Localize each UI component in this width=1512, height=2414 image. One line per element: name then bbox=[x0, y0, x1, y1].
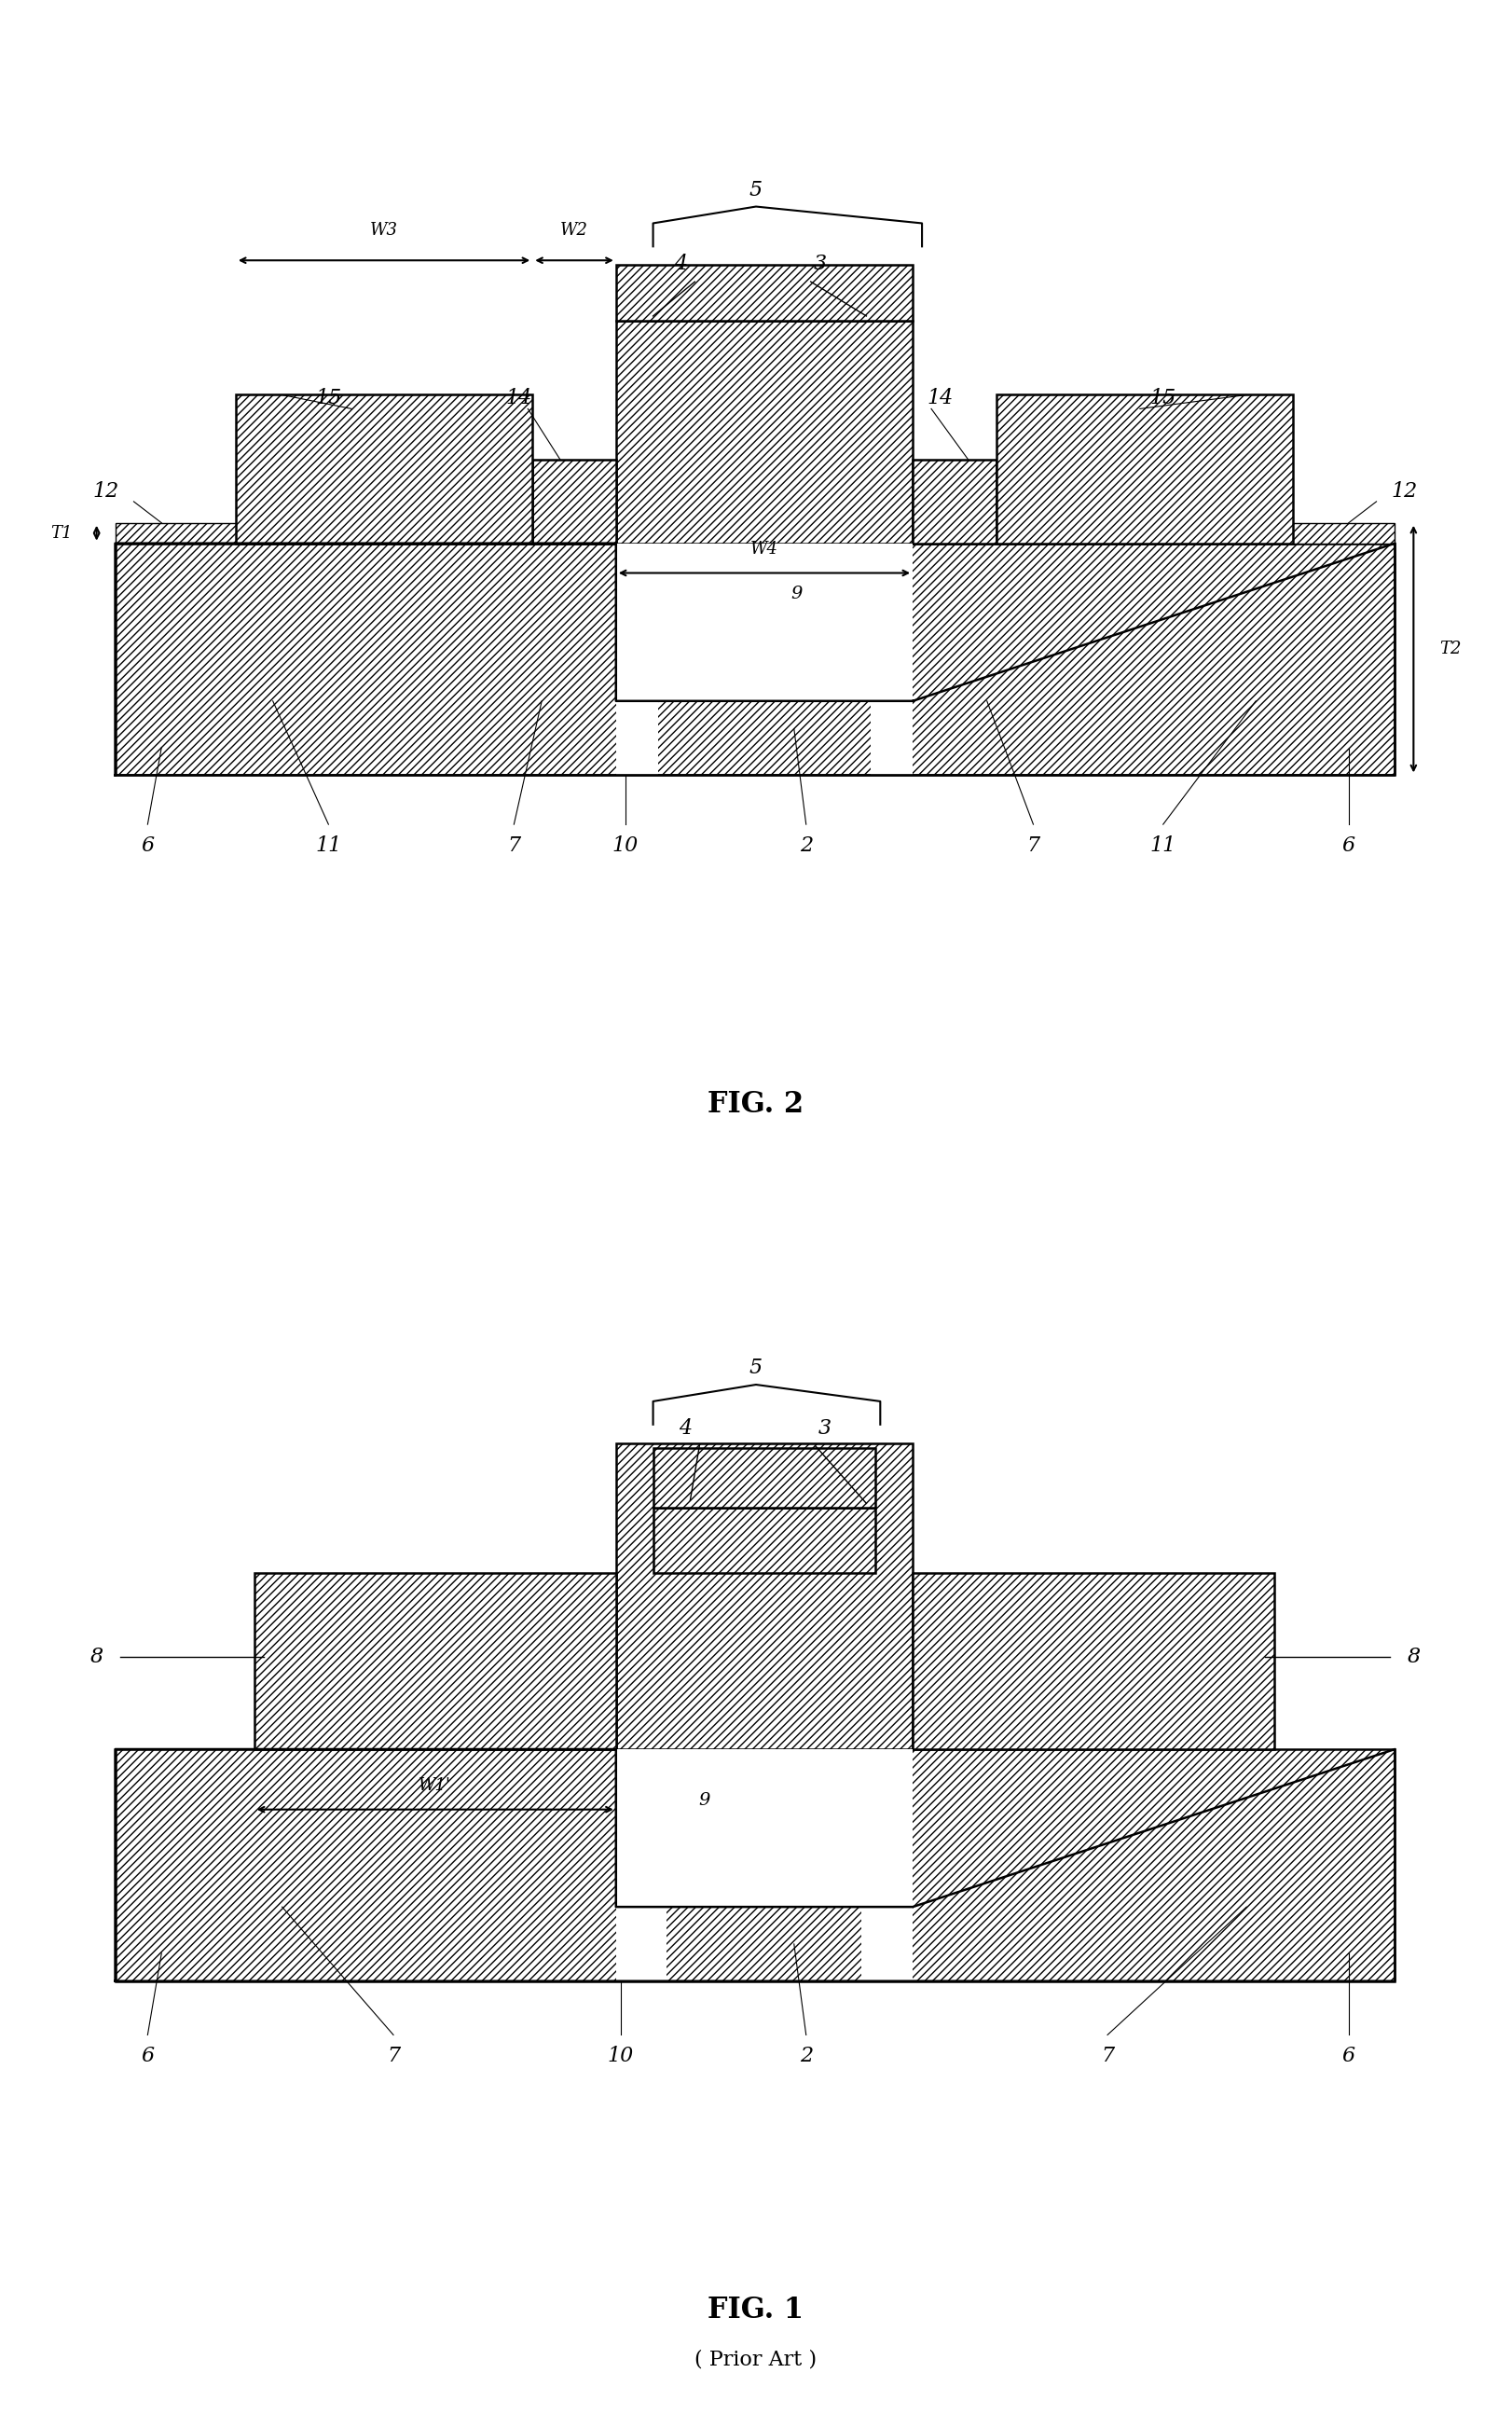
Text: 5: 5 bbox=[750, 179, 762, 200]
Text: FIG. 1: FIG. 1 bbox=[708, 2296, 804, 2325]
Text: 9: 9 bbox=[791, 587, 803, 604]
Text: W2: W2 bbox=[561, 222, 588, 239]
Bar bbox=[615, 1444, 913, 1750]
Text: 2: 2 bbox=[800, 835, 812, 857]
Text: 12: 12 bbox=[92, 480, 119, 502]
Text: 10: 10 bbox=[612, 835, 638, 857]
Bar bbox=[615, 700, 658, 775]
Bar bbox=[862, 1907, 913, 1982]
Bar bbox=[115, 1750, 1396, 1982]
Text: 6: 6 bbox=[1343, 2047, 1355, 2066]
Text: W3: W3 bbox=[370, 222, 398, 239]
Text: 8: 8 bbox=[1408, 1646, 1420, 1666]
Bar bbox=[236, 396, 532, 543]
Bar bbox=[615, 1907, 667, 1982]
Bar bbox=[115, 524, 1396, 543]
Text: 12: 12 bbox=[1391, 480, 1417, 502]
Bar bbox=[913, 1574, 1275, 1750]
Bar bbox=[532, 459, 615, 543]
Text: 8: 8 bbox=[91, 1646, 103, 1666]
Bar bbox=[996, 396, 1293, 543]
Bar bbox=[871, 700, 913, 775]
Text: ( Prior Art ): ( Prior Art ) bbox=[696, 2349, 816, 2371]
Text: 4: 4 bbox=[679, 1417, 692, 1439]
Bar bbox=[913, 459, 996, 543]
Text: 7: 7 bbox=[387, 2047, 401, 2066]
Text: FIG. 2: FIG. 2 bbox=[708, 1091, 804, 1120]
Text: 11: 11 bbox=[316, 835, 342, 857]
Text: 14: 14 bbox=[505, 389, 532, 408]
Text: W4: W4 bbox=[750, 541, 779, 558]
Text: 11: 11 bbox=[1151, 835, 1176, 857]
Text: 7: 7 bbox=[1101, 2047, 1114, 2066]
Text: 6: 6 bbox=[141, 835, 154, 857]
Text: T1: T1 bbox=[50, 524, 73, 541]
Text: 4: 4 bbox=[674, 253, 688, 275]
Bar bbox=[615, 543, 913, 700]
Bar bbox=[653, 1509, 875, 1574]
Text: 9: 9 bbox=[699, 1791, 709, 1808]
Text: 15: 15 bbox=[316, 389, 342, 408]
Text: 3: 3 bbox=[813, 253, 827, 275]
Text: 7: 7 bbox=[1027, 835, 1040, 857]
Text: T2: T2 bbox=[1439, 640, 1462, 657]
Text: 6: 6 bbox=[1343, 835, 1355, 857]
Bar bbox=[653, 1448, 875, 1509]
Bar bbox=[615, 266, 913, 321]
Text: 15: 15 bbox=[1151, 389, 1176, 408]
Text: 5: 5 bbox=[750, 1357, 762, 1378]
Text: 2: 2 bbox=[800, 2047, 812, 2066]
Bar bbox=[254, 1574, 615, 1750]
Text: 10: 10 bbox=[608, 2047, 634, 2066]
Text: 14: 14 bbox=[927, 389, 954, 408]
Bar bbox=[615, 1750, 913, 1907]
Text: W1': W1' bbox=[419, 1777, 452, 1794]
Text: 3: 3 bbox=[818, 1417, 832, 1439]
Bar bbox=[615, 321, 913, 543]
Text: 7: 7 bbox=[508, 835, 520, 857]
Text: 6: 6 bbox=[141, 2047, 154, 2066]
Bar bbox=[115, 543, 1396, 775]
